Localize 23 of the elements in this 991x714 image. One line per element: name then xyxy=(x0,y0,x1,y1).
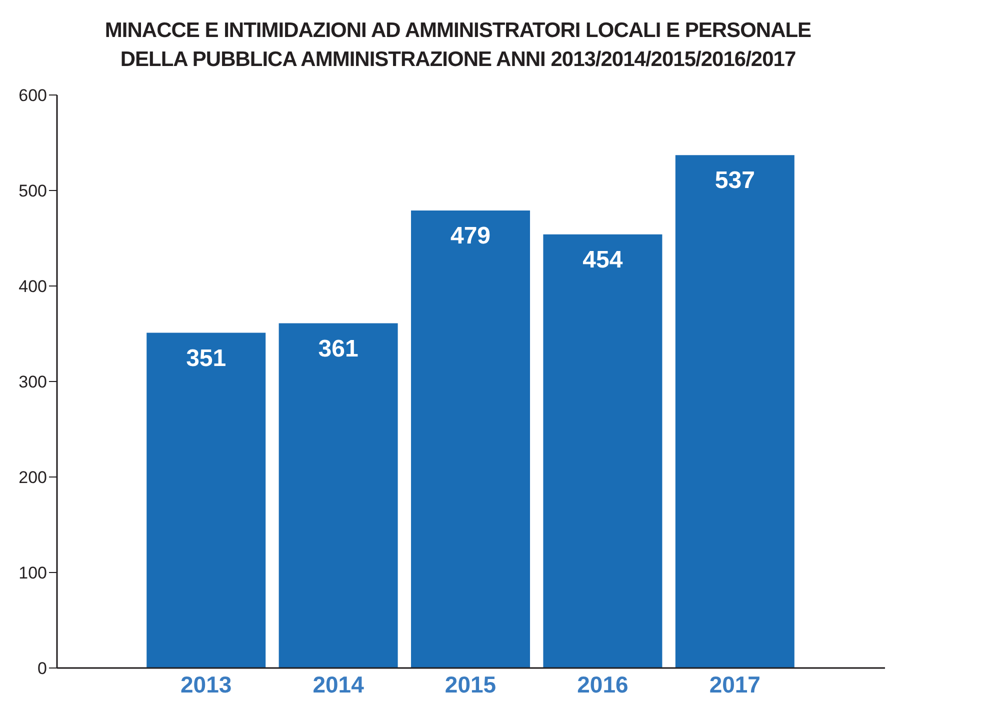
y-tick-label: 500 xyxy=(18,182,47,201)
bar xyxy=(411,210,530,668)
y-tick-label: 300 xyxy=(18,372,47,392)
y-tick-label: 0 xyxy=(38,659,47,678)
x-tick-label: 2016 xyxy=(577,671,628,698)
data-label: 537 xyxy=(714,167,755,194)
y-tick-label: 100 xyxy=(18,564,47,583)
bar xyxy=(543,234,662,668)
data-label: 351 xyxy=(186,344,226,372)
data-label: 454 xyxy=(582,246,624,274)
y-tick-label: 600 xyxy=(18,86,47,106)
bar xyxy=(278,323,398,668)
x-tick-label: 2014 xyxy=(312,671,364,698)
data-label: 361 xyxy=(318,335,358,362)
chart-title: MINACCE E INTIMIDAZIONI AD AMMINISTRATORI LOCALI E PERSONALE DELLA PUBBLICA AMMINISTRAZIONE ANNI 2013/2014/2015/2016/2017 xyxy=(104,18,812,73)
x-tick-label: 2013 xyxy=(180,671,232,698)
x-tick-label: 2015 xyxy=(444,671,496,698)
bar xyxy=(675,155,794,668)
data-label: 479 xyxy=(450,222,491,250)
bar xyxy=(146,332,266,668)
y-tick-label: 400 xyxy=(18,277,47,296)
y-tick-label: 200 xyxy=(18,468,47,488)
x-tick-label: 2017 xyxy=(709,671,760,698)
